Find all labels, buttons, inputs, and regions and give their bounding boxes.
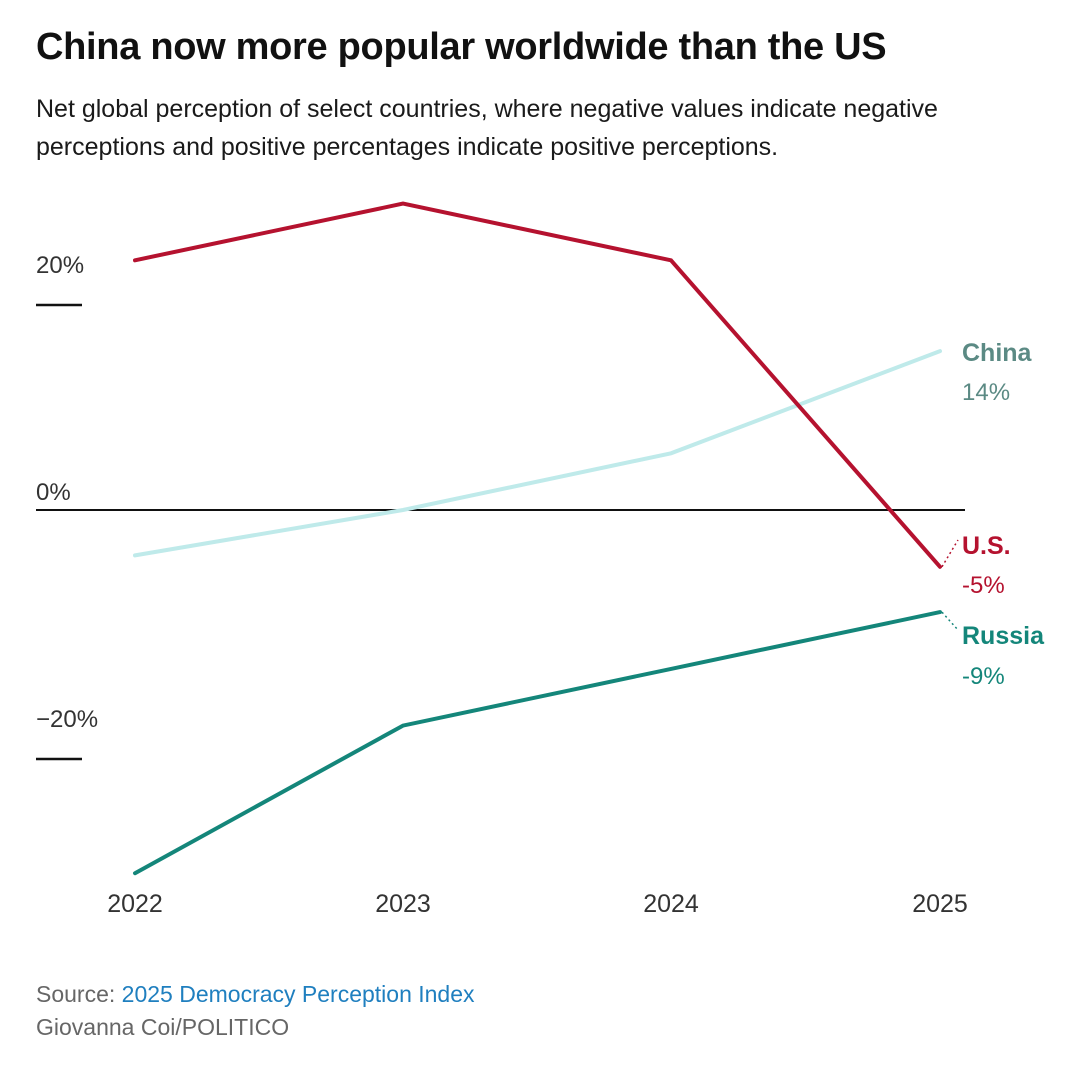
china-end-value: 14% <box>962 379 1010 406</box>
y-tick-label-0: 0% <box>36 479 71 506</box>
russia-label-connector <box>941 611 959 631</box>
us-label-connector <box>941 539 959 568</box>
us-series-name: U.S. <box>962 532 1011 560</box>
russia-series-line <box>133 610 942 876</box>
x-tick-label-2024: 2024 <box>643 890 699 918</box>
russia-series-name: Russia <box>962 622 1045 650</box>
chart-subtitle: Net global perception of select countrie… <box>36 95 938 161</box>
x-tick-label-2025: 2025 <box>912 890 968 918</box>
chart-title: China now more popular worldwide than th… <box>36 26 887 68</box>
source-prefix: Source: <box>36 981 122 1007</box>
x-tick-label-2023: 2023 <box>375 890 431 918</box>
source-link[interactable]: 2025 Democracy Perception Index <box>121 981 475 1007</box>
y-tick-label-20: 20% <box>36 252 84 279</box>
credit-line: Giovanna Coi/POLITICO <box>36 1014 290 1040</box>
us-end-value: -5% <box>962 572 1005 599</box>
line-chart: 20% 0% −20% 2022 2023 2024 2025 U.S. -5% China 14%… <box>36 201 1045 918</box>
y-tick-label-20: −20% <box>36 706 98 733</box>
russia-end-value: -9% <box>962 663 1005 690</box>
x-tick-label-2022: 2022 <box>107 890 163 918</box>
source-line: Source: 2025 Democracy Perception Index <box>36 978 475 1011</box>
us-series-line <box>133 201 942 569</box>
china-series-line <box>133 349 942 558</box>
china-series-name: China <box>962 339 1033 367</box>
chart-footer: Source: 2025 Democracy Perception Index … <box>36 978 475 1044</box>
